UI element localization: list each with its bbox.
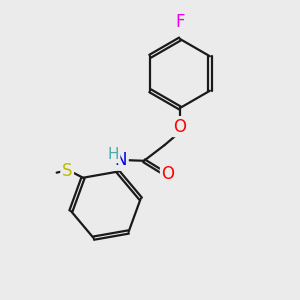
Text: N: N [115,151,127,169]
Text: H: H [107,147,119,162]
Text: O: O [173,118,187,136]
Text: S: S [62,162,72,180]
Text: F: F [175,13,185,31]
Text: O: O [161,165,175,183]
